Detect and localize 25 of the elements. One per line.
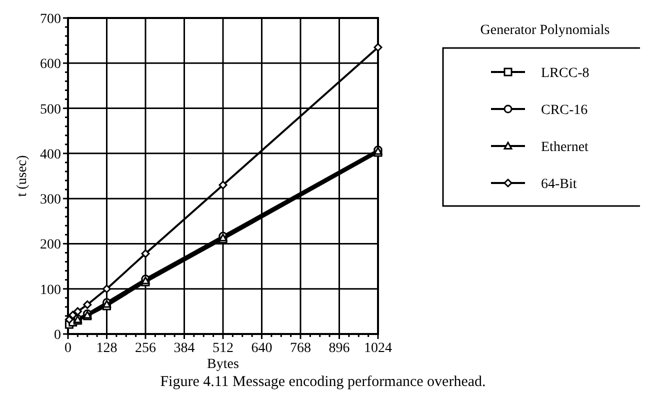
y-axis-title: t (usec)	[15, 154, 30, 197]
y-tick-label: 0	[54, 328, 61, 343]
legend-title: Generator Polynomials	[480, 23, 610, 38]
y-tick-label: 200	[40, 238, 61, 253]
y-tick-label: 700	[40, 12, 61, 27]
legend-label: LRCC-8	[541, 66, 590, 81]
x-tick-label: 512	[212, 341, 234, 356]
legend-label: Ethernet	[541, 140, 589, 155]
legend-label: CRC-16	[541, 103, 588, 118]
x-tick-label: 1024	[364, 341, 392, 356]
x-tick-label: 896	[328, 341, 350, 356]
x-tick-label: 640	[251, 341, 272, 356]
x-tick-label: 256	[135, 341, 156, 356]
caption: Figure 4.11 Message encoding performance overhead.	[160, 374, 486, 390]
y-tick-label: 400	[40, 147, 61, 162]
x-tick-label: 384	[174, 341, 195, 356]
y-tick-label: 500	[40, 102, 61, 118]
y-tick-label: 300	[40, 192, 61, 208]
x-tick-label: 128	[96, 341, 118, 356]
x-tick-label: 768	[290, 341, 311, 356]
legend-label: 64-Bit	[541, 177, 577, 192]
y-tick-label: 100	[40, 282, 61, 298]
y-tick-label: 600	[40, 57, 61, 72]
x-axis-title: Bytes	[207, 357, 239, 372]
x-tick-label: 0	[64, 341, 72, 356]
